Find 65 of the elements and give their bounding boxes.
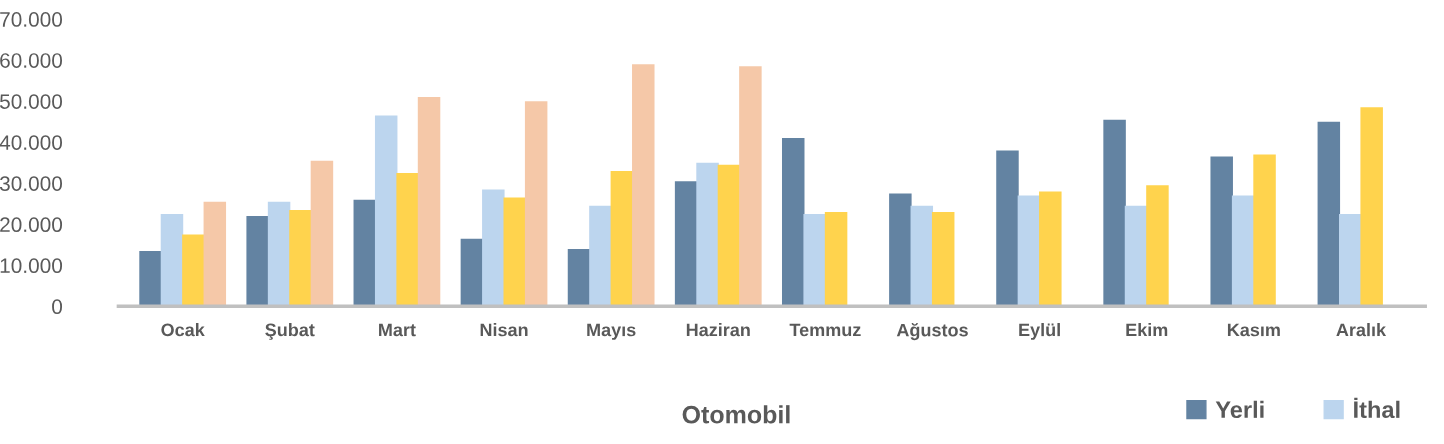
bar xyxy=(717,164,741,307)
legend-label: Yerli xyxy=(1215,400,1264,419)
bar xyxy=(674,181,698,307)
bar xyxy=(910,205,934,307)
bar xyxy=(567,248,591,307)
bar xyxy=(503,197,526,307)
y-tick-label: 0 xyxy=(52,299,63,315)
x-tick-label: Temmuz xyxy=(789,323,861,337)
bar xyxy=(589,205,612,307)
bar xyxy=(781,138,805,307)
bar xyxy=(417,97,441,307)
bar xyxy=(396,172,419,307)
text: Otomobil xyxy=(682,405,790,424)
y-tick-label: 30.000 xyxy=(0,176,63,191)
y-tick-label: 60.000 xyxy=(0,53,63,68)
bar xyxy=(139,250,162,307)
x-tick-label: Aralık xyxy=(1336,323,1387,337)
x-tick-label: Eylül xyxy=(1019,323,1060,340)
bar xyxy=(182,234,205,307)
bar xyxy=(889,193,912,307)
bar xyxy=(1017,195,1041,307)
x-tick-label: Mayıs xyxy=(587,323,636,340)
x-tick-label: Ekim xyxy=(1126,323,1168,337)
bar xyxy=(1210,156,1233,307)
bar xyxy=(1146,185,1169,307)
bar xyxy=(203,201,227,307)
y-tick-label: 50.000 xyxy=(0,94,63,109)
y-tick-label: 10.000 xyxy=(0,258,63,274)
bar xyxy=(1124,205,1148,307)
bar xyxy=(160,214,184,307)
bar xyxy=(1039,191,1062,307)
bar xyxy=(267,201,291,307)
x-tick-label: Haziran xyxy=(686,323,750,337)
x-tick-label: Ağustos xyxy=(896,323,968,341)
bar xyxy=(524,101,548,307)
bar xyxy=(610,170,634,307)
y-tick-label: 70.000 xyxy=(0,12,63,27)
y-tick-label: 20.000 xyxy=(0,217,63,233)
bar xyxy=(1317,121,1341,307)
bar xyxy=(374,115,398,307)
bar xyxy=(289,209,312,307)
x-tick-label: Nisan xyxy=(480,323,528,337)
bar xyxy=(460,238,484,307)
bar xyxy=(803,214,826,307)
x-tick-label: Şubat xyxy=(265,323,315,340)
bar xyxy=(739,66,762,307)
bar xyxy=(1339,214,1362,307)
bar xyxy=(246,216,269,307)
bar xyxy=(996,150,1019,307)
bar xyxy=(1231,195,1255,307)
bar xyxy=(824,211,848,307)
bar xyxy=(353,199,377,307)
x-tick-label: Ocak xyxy=(161,323,205,337)
bar xyxy=(1360,107,1383,307)
bar xyxy=(632,64,655,307)
legend-label: İthal xyxy=(1354,397,1400,419)
x-tick-label: Kasım xyxy=(1227,323,1280,337)
bar xyxy=(1103,119,1126,307)
bar xyxy=(696,162,719,307)
bar xyxy=(931,211,955,307)
bar xyxy=(1253,154,1276,307)
x-tick-label: Mart xyxy=(379,323,416,337)
y-tick-label: 40.000 xyxy=(0,135,63,150)
bar xyxy=(310,160,334,307)
bar xyxy=(482,189,505,307)
